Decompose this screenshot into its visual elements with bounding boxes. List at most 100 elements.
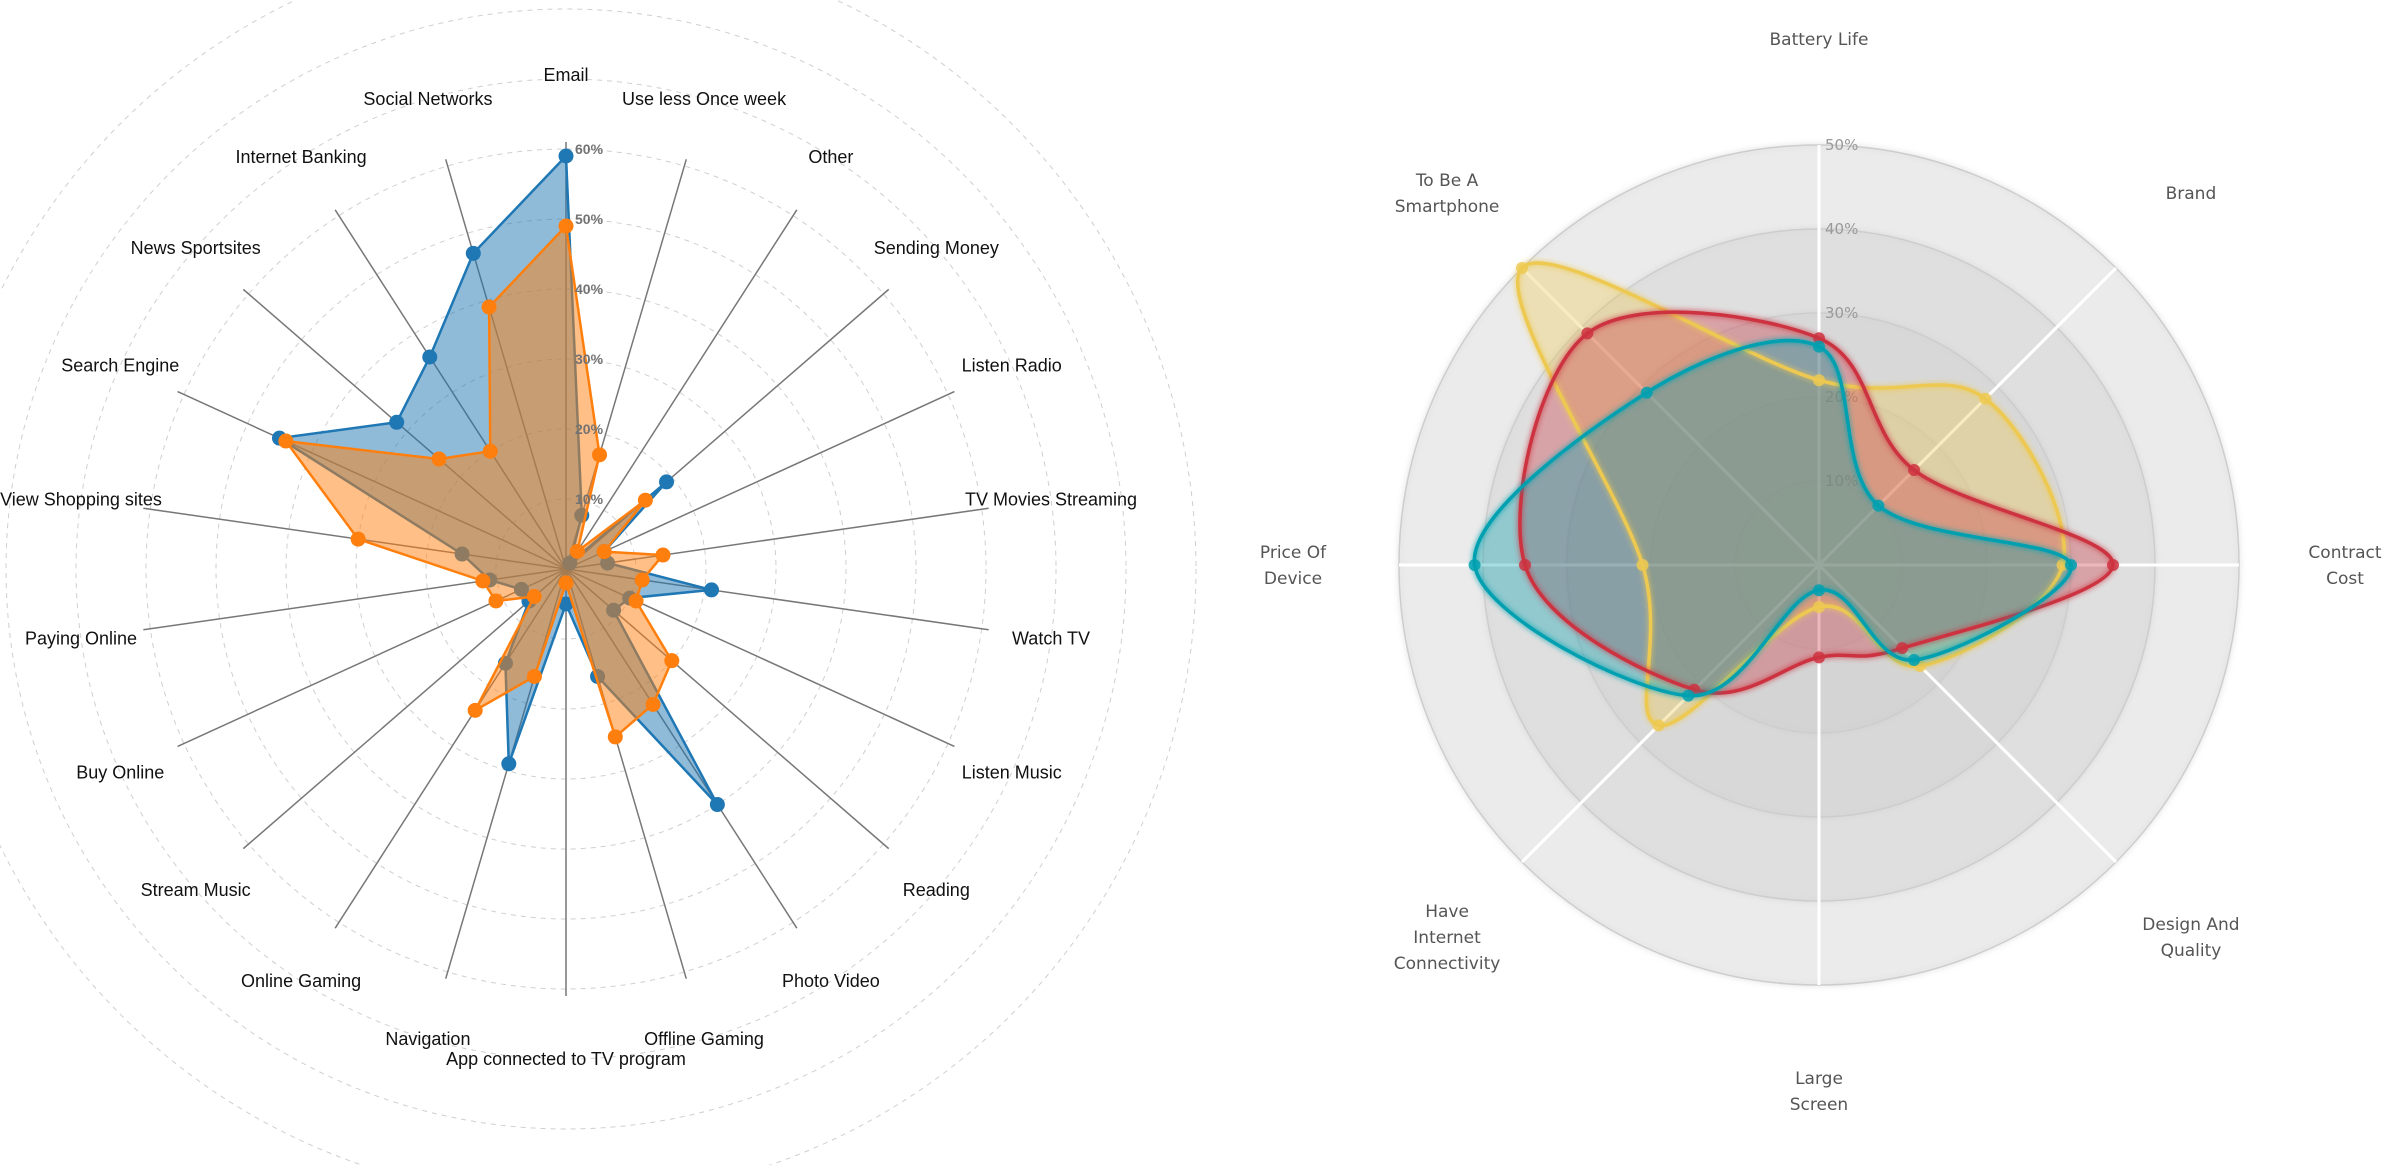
- series-area: [1519, 312, 2114, 694]
- data-point[interactable]: [1813, 374, 1825, 387]
- data-point[interactable]: [2107, 559, 2119, 571]
- tick-label: 20%: [575, 421, 604, 437]
- data-point[interactable]: [482, 443, 498, 459]
- grid-ring: [145, 148, 987, 990]
- data-point[interactable]: [1908, 654, 1921, 667]
- tick-label: 30%: [575, 351, 604, 367]
- tick-label: 50%: [575, 211, 604, 227]
- data-point[interactable]: [655, 547, 671, 563]
- grid-ring: [285, 288, 847, 850]
- data-point[interactable]: [422, 349, 438, 365]
- tick-label: 10%: [1825, 472, 1858, 490]
- category-label-other: Other: [808, 147, 853, 167]
- grid-ring: [0, 0, 1197, 1165]
- data-point[interactable]: [526, 589, 542, 605]
- data-point[interactable]: [1979, 392, 1992, 405]
- category-label-large-screen: Large Screen: [1790, 1069, 1848, 1115]
- category-label-listen-music: Listen Music: [962, 763, 1062, 783]
- data-point[interactable]: [709, 797, 725, 813]
- data-point[interactable]: [467, 702, 483, 718]
- data-point[interactable]: [389, 414, 405, 430]
- data-point[interactable]: [1682, 689, 1695, 702]
- data-point[interactable]: [628, 593, 644, 609]
- tick-label: 60%: [575, 141, 604, 157]
- category-label-price-of-device: Price Of Device: [1260, 543, 1327, 589]
- category-label-to-be-a-smartphone: To Be A Smartphone: [1395, 171, 1500, 217]
- data-point[interactable]: [664, 653, 680, 669]
- data-point[interactable]: [634, 572, 650, 588]
- data-point[interactable]: [1468, 559, 1481, 571]
- category-labels-left: Email Use less Once week Other Sending Mone…: [0, 65, 1137, 1069]
- data-point[interactable]: [659, 474, 675, 490]
- data-point[interactable]: [481, 299, 497, 315]
- grid-ring: [75, 78, 1057, 1060]
- data-point[interactable]: [1519, 559, 1531, 571]
- data-point[interactable]: [1813, 584, 1825, 597]
- radar-chart-right: 10% 20% 30% 40% 50% Battery Life Brand Contract…: [1260, 30, 2382, 1115]
- series-area: [1517, 263, 2065, 726]
- category-label-navigation: Navigation: [385, 1029, 470, 1049]
- axis-line: [1817, 563, 2118, 864]
- data-point[interactable]: [645, 696, 661, 712]
- data-point[interactable]: [1872, 499, 1885, 512]
- data-point[interactable]: [2056, 559, 2069, 571]
- category-label-contract-cost: Contract Cost: [2308, 543, 2381, 589]
- tick-labels-right: 10% 20% 30% 40% 50%: [1825, 136, 1858, 490]
- data-point[interactable]: [2065, 559, 2077, 571]
- data-point[interactable]: [1516, 262, 1529, 275]
- axes-right: [1399, 145, 2239, 985]
- grid-ring: [215, 218, 917, 920]
- data-point[interactable]: [475, 573, 491, 589]
- axis-line: [242, 568, 567, 850]
- grid-ring: [425, 428, 707, 710]
- data-point[interactable]: [526, 668, 542, 684]
- tick-label: 40%: [575, 281, 604, 297]
- data-point[interactable]: [558, 596, 574, 612]
- data-point[interactable]: [1813, 651, 1825, 664]
- data-point[interactable]: [1896, 642, 1909, 655]
- data-point[interactable]: [596, 544, 612, 560]
- series-line: [1515, 261, 2066, 728]
- data-point[interactable]: [704, 582, 720, 598]
- data-point[interactable]: [431, 451, 447, 467]
- axis-line: [1817, 266, 2118, 567]
- data-point[interactable]: [1636, 559, 1649, 571]
- data-point[interactable]: [1813, 340, 1825, 353]
- data-point[interactable]: [558, 218, 574, 234]
- category-label-listen-radio: Listen Radio: [962, 355, 1062, 375]
- category-label-reading: Reading: [903, 880, 970, 900]
- category-label-buy-online: Buy Online: [76, 763, 164, 783]
- category-label-internet-banking: Internet Banking: [236, 147, 367, 167]
- data-point[interactable]: [1908, 463, 1921, 476]
- radar-chart-left: 10% 20% 30% 40% 50% 60% Email Use less Once wee…: [0, 0, 1197, 1165]
- data-point[interactable]: [278, 433, 294, 449]
- tick-label: 30%: [1825, 304, 1858, 322]
- data-point[interactable]: [558, 575, 574, 591]
- data-point[interactable]: [607, 729, 623, 745]
- tick-label: 40%: [1825, 220, 1858, 238]
- data-point[interactable]: [350, 531, 366, 547]
- data-point[interactable]: [569, 543, 585, 559]
- category-label-tv-movies-streaming: TV Movies Streaming: [965, 489, 1137, 509]
- grid-ring: [5, 8, 1127, 1130]
- axis-line: [565, 390, 955, 570]
- data-point[interactable]: [465, 245, 481, 261]
- data-point[interactable]: [592, 447, 608, 463]
- category-label-news-sportsites: News Sportsites: [131, 238, 261, 258]
- data-point[interactable]: [637, 492, 653, 508]
- data-point[interactable]: [488, 593, 504, 609]
- data-point[interactable]: [1813, 601, 1825, 613]
- data-point[interactable]: [1652, 719, 1665, 732]
- data-point[interactable]: [1640, 386, 1653, 399]
- data-point[interactable]: [1813, 332, 1825, 345]
- data-point[interactable]: [1581, 327, 1594, 340]
- data-point[interactable]: [558, 148, 574, 164]
- series-area: [1474, 340, 2072, 696]
- category-label-brand: Brand: [2166, 184, 2217, 204]
- category-label-sending-money: Sending Money: [874, 238, 999, 258]
- category-label-battery-life: Battery Life: [1770, 30, 1869, 50]
- category-label-view-shopping-sites: View Shopping sites: [0, 489, 162, 509]
- data-point[interactable]: [501, 756, 517, 772]
- category-label-use-less-once-week: Use less Once week: [622, 89, 787, 109]
- category-label-watch-tv: Watch TV: [1012, 629, 1090, 649]
